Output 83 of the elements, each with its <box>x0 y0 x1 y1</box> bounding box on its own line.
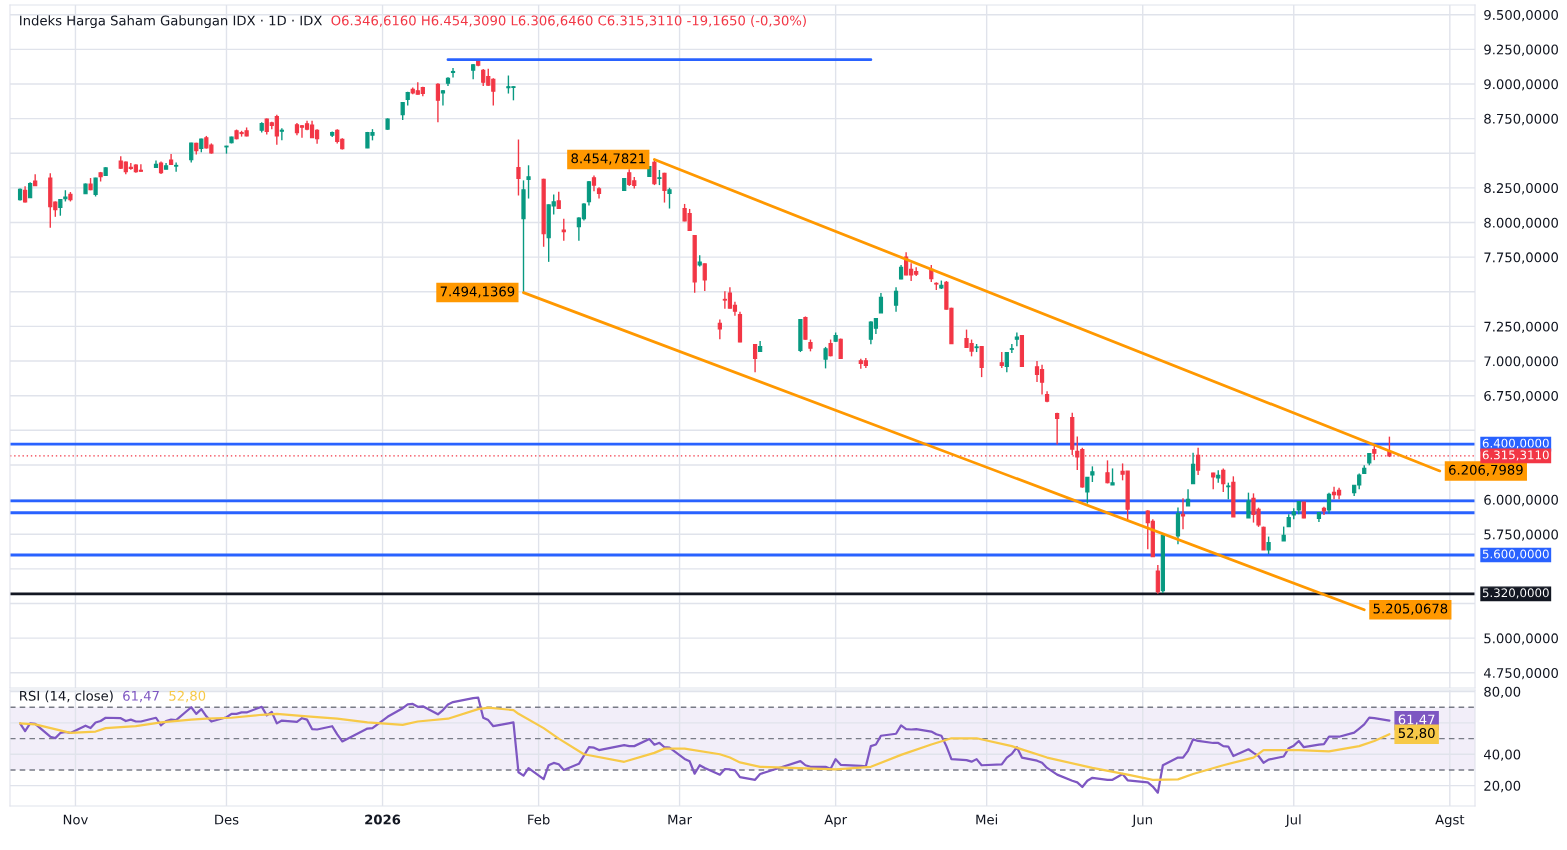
y-tick-label: 4.750,0000 <box>1483 667 1558 680</box>
candlestick <box>662 172 667 204</box>
data-label: 6.206,7989 <box>1449 464 1523 477</box>
candlestick <box>138 163 144 173</box>
candlestick <box>1246 491 1251 519</box>
x-tick-label: Jun <box>1131 814 1152 827</box>
candlestick <box>1039 363 1045 396</box>
y-tick-label: 8.000,0000 <box>1484 217 1558 230</box>
candlestick <box>299 124 305 139</box>
candlestick <box>1009 343 1014 354</box>
text: 61,47 <box>123 690 159 703</box>
candlestick <box>1190 452 1196 485</box>
candlestick <box>803 315 808 341</box>
x-tick-label: Nov <box>63 814 88 825</box>
candlestick <box>893 286 899 313</box>
candlestick <box>450 67 456 79</box>
data-label: 5.205,0678 <box>1373 603 1448 615</box>
chart-title: RSI (14, close) <box>20 690 113 703</box>
y-tick-label: 5.000,0000 <box>1484 633 1558 645</box>
candlestick <box>702 262 707 292</box>
candlestick <box>667 187 672 210</box>
candlestick <box>1004 351 1009 373</box>
x-tick-label: Mar <box>668 814 693 825</box>
candlestick <box>1180 497 1186 530</box>
candlestick <box>440 89 446 107</box>
x-tick-label: Feb <box>528 814 550 825</box>
x-tick-label: Des <box>215 814 239 825</box>
data-label: 61,47 <box>1398 714 1435 726</box>
y-tick-label: 9.000,0000 <box>1484 79 1558 91</box>
text: Indeks Harga Saham Gabungan IDX · 1D · IDX <box>20 15 322 29</box>
x-tick-label: Mei <box>976 814 998 825</box>
x-tick-label: Apr <box>824 814 848 828</box>
candlestick <box>1014 331 1019 348</box>
data-label: 7.494,1369 <box>440 286 515 298</box>
x-tick-label: 2026 <box>365 814 401 825</box>
candlestick <box>979 345 984 378</box>
candlestick <box>1221 467 1226 493</box>
text: 52,80 <box>169 690 206 703</box>
candlestick <box>174 161 179 173</box>
text: O6.346,6160 H6.454,3090 L6.306,6460 C6.315,3110 -19,1650 (-0,30%) <box>331 15 806 28</box>
candlestick <box>1055 412 1060 446</box>
candlestick <box>586 180 592 207</box>
candlestick <box>1085 476 1090 505</box>
candlestick <box>717 318 722 340</box>
ref-line-label: 5.320,0000 <box>1482 588 1549 599</box>
candlestick <box>93 177 98 198</box>
data-label: 8.454,7821 <box>571 153 645 165</box>
y-tick-label: 7.750,0000 <box>1484 252 1558 264</box>
y-tick-label: 9.500,0000 <box>1484 9 1558 22</box>
y-tick-label: 6.000,0000 <box>1484 494 1558 507</box>
y-tick-label: 5.750,0000 <box>1484 529 1558 541</box>
data-label: 52,80 <box>1398 728 1435 740</box>
y-tick-label: 40,00 <box>1483 749 1521 761</box>
ref-line-label: 6.315,3110 <box>1482 450 1549 461</box>
candlestick <box>561 217 566 242</box>
candlestick <box>526 164 531 200</box>
x-tick-label: Jul <box>1285 814 1301 827</box>
y-tick-label: 7.250,0000 <box>1484 321 1558 333</box>
y-tick-label: 7.000,0000 <box>1484 356 1558 368</box>
candlestick <box>823 346 828 370</box>
candlestick <box>189 142 194 164</box>
candlestick <box>516 138 521 197</box>
y-tick-label: 9.250,0000 <box>1484 44 1558 56</box>
y-tick-label: 20,00 <box>1484 780 1521 793</box>
candlestick <box>752 343 758 373</box>
candlestick <box>1175 506 1181 545</box>
y-tick-label: 80,00 <box>1484 686 1521 699</box>
y-tick-label: 8.750,0000 <box>1484 113 1558 126</box>
ref-line-label: 5.600,0000 <box>1482 549 1549 560</box>
y-tick-label: 6.750,0000 <box>1484 390 1558 403</box>
candlestick <box>727 286 733 310</box>
candlestick <box>1155 564 1160 595</box>
candlestick <box>279 127 284 142</box>
x-tick-label: Agst <box>1435 814 1465 828</box>
candlestick <box>1034 360 1040 383</box>
line-series <box>18 706 1391 781</box>
candlestick <box>1326 491 1332 515</box>
candlestick <box>652 160 657 186</box>
candlestick <box>274 114 279 146</box>
ref-line-label: 6.400,0000 <box>1482 438 1549 449</box>
candlestick <box>435 82 441 124</box>
candlestick <box>1331 486 1337 501</box>
y-tick-label: 8.250,0000 <box>1484 183 1558 195</box>
